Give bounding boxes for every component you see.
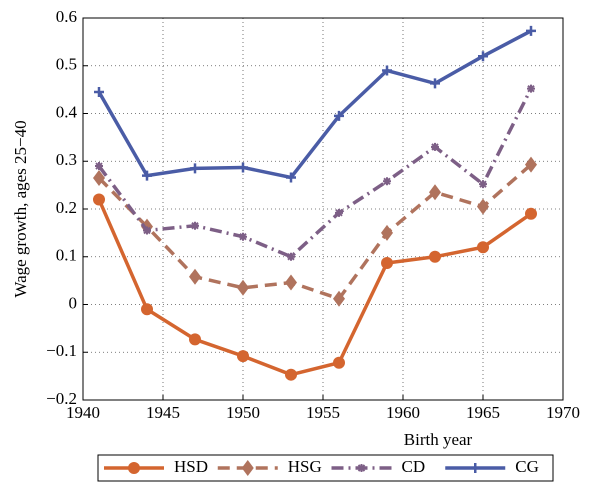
- marker: [95, 162, 103, 171]
- marker: [470, 463, 481, 473]
- marker: [525, 207, 537, 220]
- x-tick-label: 1965: [466, 403, 500, 422]
- marker: [383, 177, 391, 186]
- x-tick-label: 1955: [306, 403, 340, 422]
- series-line: [97, 29, 532, 180]
- marker: [238, 162, 248, 173]
- series-line: [97, 163, 533, 301]
- marker: [285, 274, 297, 291]
- marker: [527, 84, 535, 93]
- y-tick-label: 0.2: [56, 198, 77, 217]
- marker: [128, 462, 140, 474]
- marker: [335, 208, 343, 217]
- marker: [143, 226, 151, 235]
- marker: [93, 193, 105, 206]
- legend-label: CD: [402, 457, 426, 476]
- x-tick-label: 1950: [226, 403, 260, 422]
- y-tick-label: −0.2: [46, 389, 77, 408]
- y-tick-label: 0.5: [56, 55, 77, 74]
- legend-label: HSG: [288, 457, 322, 476]
- y-tick-label: 0.4: [56, 102, 78, 121]
- y-tick-label: −0.1: [46, 341, 77, 360]
- marker: [477, 241, 489, 254]
- y-axis-label: Wage growth, ages 25−40: [11, 120, 30, 297]
- marker: [241, 460, 254, 476]
- marker: [239, 232, 247, 241]
- marker: [478, 51, 488, 62]
- marker: [285, 368, 297, 381]
- x-tick-label: 1940: [66, 403, 100, 422]
- marker: [526, 25, 536, 36]
- marker: [141, 303, 153, 316]
- marker: [525, 156, 537, 173]
- y-tick-label: 0: [69, 293, 78, 312]
- marker: [334, 110, 344, 121]
- x-tick-label: 1970: [546, 403, 580, 422]
- y-tick-label: 0.1: [56, 246, 77, 265]
- marker: [190, 163, 200, 174]
- marker: [429, 250, 441, 263]
- marker: [333, 356, 345, 369]
- marker: [189, 268, 201, 285]
- marker: [94, 87, 104, 98]
- marker: [189, 333, 201, 346]
- x-tick-label: 1945: [146, 403, 180, 422]
- plot-frame: [82, 17, 564, 401]
- marker: [286, 172, 296, 183]
- marker: [382, 65, 392, 76]
- x-tick-label: 1960: [386, 403, 420, 422]
- marker: [142, 170, 152, 181]
- marker: [431, 142, 439, 151]
- marker: [479, 180, 487, 189]
- marker: [191, 221, 199, 230]
- marker: [430, 78, 440, 89]
- series-line: [97, 198, 533, 377]
- legend-label: HSD: [174, 457, 208, 476]
- legend-label: CG: [515, 457, 539, 476]
- marker: [333, 290, 345, 307]
- y-tick-label: 0.6: [56, 7, 77, 26]
- marker: [477, 198, 489, 215]
- marker: [429, 184, 441, 201]
- marker: [93, 169, 105, 186]
- series-line: [97, 87, 533, 259]
- marker: [287, 252, 295, 261]
- y-tick-label: 0.3: [56, 150, 77, 169]
- legend: HSD HSG CD CG: [97, 454, 554, 482]
- marker: [357, 464, 366, 472]
- marker: [237, 279, 249, 296]
- marker: [381, 256, 393, 269]
- x-axis-label: Birth year: [404, 430, 473, 449]
- marker: [381, 224, 393, 241]
- marker: [237, 350, 249, 363]
